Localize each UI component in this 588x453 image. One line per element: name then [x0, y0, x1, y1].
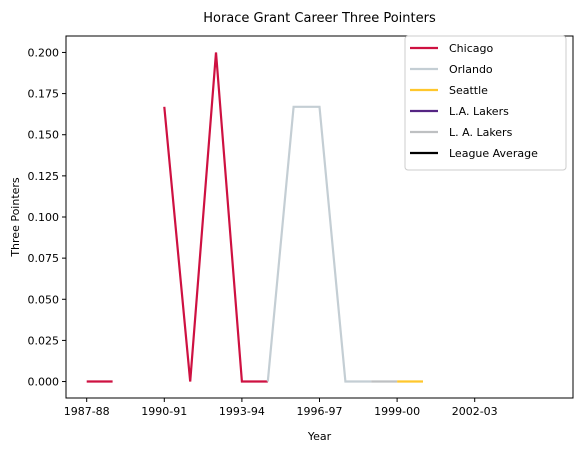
y-tick-label: 0.175 — [28, 88, 60, 101]
series-line-0-1 — [163, 52, 268, 383]
plot-lines — [86, 52, 423, 383]
legend-label: L.A. Lakers — [449, 105, 509, 118]
x-axis-label: Year — [307, 430, 332, 443]
x-tick-label: 1996-97 — [297, 405, 343, 418]
x-tick-label: 1987-88 — [64, 405, 110, 418]
y-tick-label: 0.000 — [28, 376, 60, 389]
x-tick-label: 2002-03 — [452, 405, 498, 418]
chart-title: Horace Grant Career Three Pointers — [203, 11, 436, 26]
y-tick-label: 0.075 — [28, 252, 60, 265]
legend: Chicago Orlando Seattle L.A. Lakers L. A. La… — [404, 35, 567, 171]
x-tick-label: 1990-91 — [141, 405, 187, 418]
y-tick-label: 0.100 — [28, 211, 60, 224]
y-axis-label: Three Pointers — [9, 177, 22, 258]
y-axis: 0.000 0.025 0.050 0.075 0.100 0.125 0.150 0.175… — [28, 46, 66, 389]
y-tick-label: 0.025 — [28, 334, 60, 347]
y-tick-label: 0.200 — [28, 46, 60, 59]
legend-label: Orlando — [449, 63, 493, 76]
legend-label: L. A. Lakers — [449, 126, 513, 139]
y-tick-label: 0.150 — [28, 129, 60, 142]
x-axis: 1987-88 1990-91 1993-94 1996-97 1999-00 2002-… — [64, 398, 498, 418]
x-tick-label: 1999-00 — [374, 405, 420, 418]
y-tick-label: 0.125 — [28, 170, 60, 183]
x-tick-label: 1993-94 — [219, 405, 265, 418]
legend-label: Seattle — [449, 84, 488, 97]
series-line-1-0 — [266, 105, 372, 383]
legend-box — [404, 35, 567, 171]
legend-label: Chicago — [449, 42, 493, 55]
y-tick-label: 0.050 — [28, 293, 60, 306]
legend-label: League Average — [449, 147, 538, 160]
